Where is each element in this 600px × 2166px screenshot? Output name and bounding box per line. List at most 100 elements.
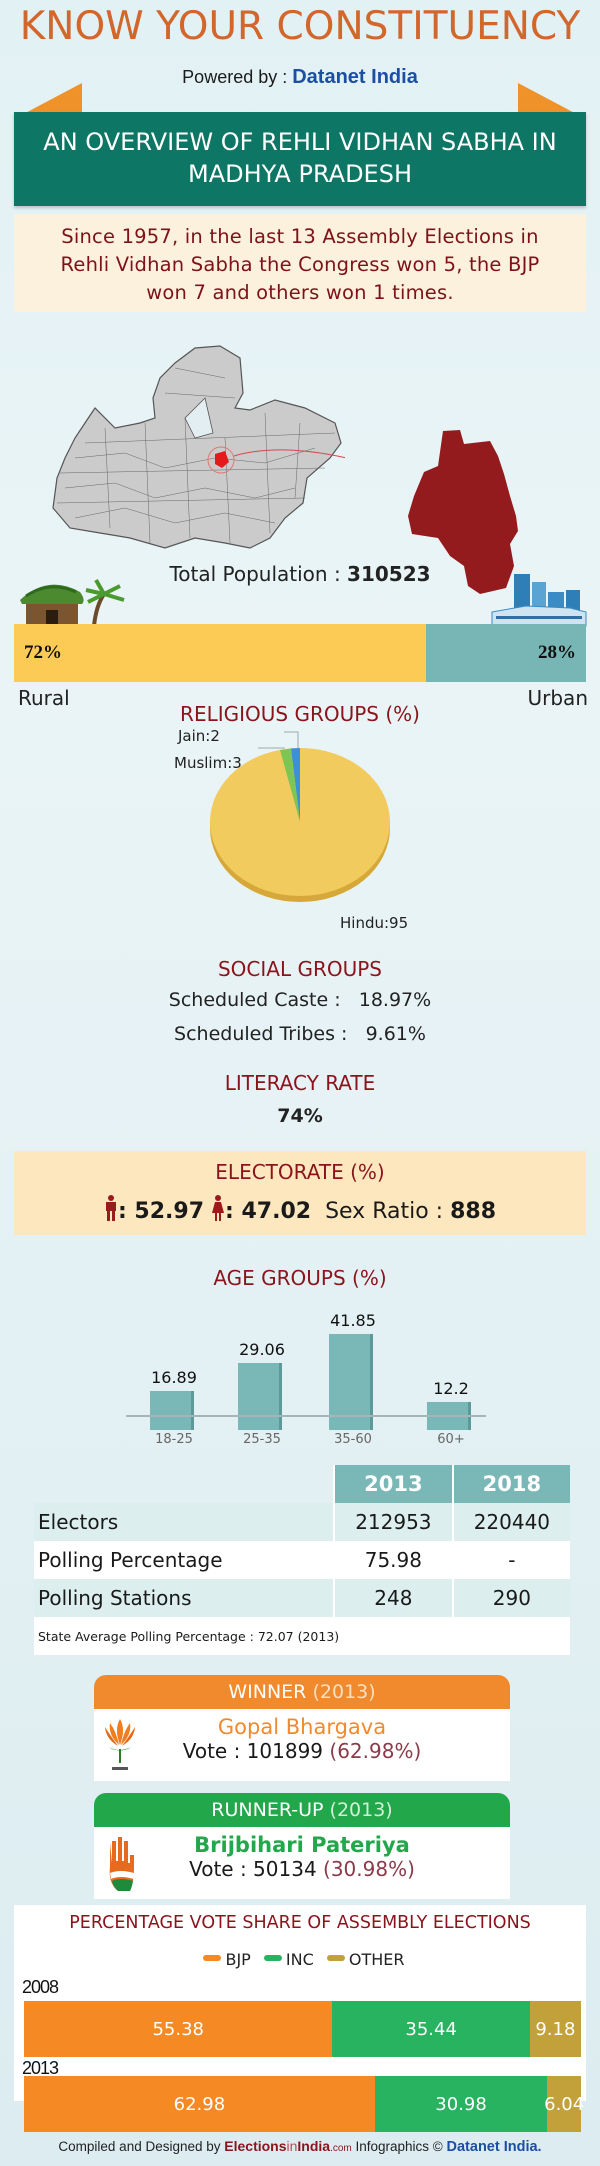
- table-row: Polling Stations 248 290: [34, 1579, 570, 1617]
- other-legend-label: OTHER: [348, 1950, 405, 1969]
- runner-up-body: Brijbihari Pateriya Vote : 50134 (30.98%…: [94, 1827, 510, 1899]
- runner-up-vote-count: Vote : 50134: [189, 1857, 324, 1881]
- age-category-label: 25-35: [243, 1432, 281, 1447]
- datanet-footer-logo: Datanet India.: [446, 2139, 542, 2155]
- age-bar-value: 41.85: [330, 1311, 376, 1330]
- row-value-2018: 290: [451, 1579, 570, 1617]
- age-title: AGE GROUPS: [213, 1266, 346, 1290]
- powered-by: Powered by : Datanet India: [0, 66, 600, 89]
- eii-part-3: India: [297, 2138, 331, 2154]
- runner-up-heading: RUNNER-UP (2013): [94, 1793, 510, 1827]
- eii-part-1: Elections: [224, 2138, 287, 2154]
- male-icon: [105, 1195, 116, 1221]
- vote-share-bar-2013: 62.98 30.98 6.04: [24, 2076, 584, 2132]
- electorate-box: [14, 1151, 586, 1235]
- rural-hut-icon: [16, 579, 126, 628]
- age-bar-chart: 16.89 29.06 41.85 12.2: [125, 1310, 485, 1430]
- religious-groups-heading: RELIGIOUS GROUPS (%): [0, 702, 600, 726]
- datanet-brand: Datanet India: [292, 66, 418, 88]
- scheduled-caste-row: Scheduled Caste : 18.97%: [0, 989, 600, 1011]
- table-row: Electors 212953 220440: [34, 1503, 570, 1541]
- winner-year: (2013): [312, 1681, 376, 1703]
- row-value-2013: 75.98: [333, 1541, 453, 1579]
- total-population: Total Population : 310523: [0, 562, 600, 586]
- row-label: Polling Stations: [34, 1579, 334, 1617]
- urban-buildings-icon: [491, 574, 587, 627]
- row-value-2013: 248: [333, 1579, 453, 1617]
- male-percent: : 52.97: [117, 1199, 205, 1224]
- bjp-segment: 55.38: [24, 2001, 333, 2057]
- rural-percent: 72%: [24, 642, 62, 663]
- winner-vote: Vote : 101899 (62.98%): [94, 1739, 510, 1763]
- urban-label: Urban: [527, 686, 589, 710]
- row-label: Polling Percentage: [34, 1541, 334, 1579]
- rural-label: Rural: [18, 686, 70, 710]
- population-value: 310523: [347, 562, 431, 586]
- electorate-title: ELECTORATE: [215, 1160, 344, 1184]
- inc-hand-icon: [109, 1837, 134, 1891]
- literacy-value: 74%: [277, 1105, 323, 1127]
- eii-part-2: in: [286, 2138, 298, 2154]
- sex-ratio-label: Sex Ratio :: [325, 1199, 451, 1224]
- age-bar: [150, 1391, 194, 1430]
- age-unit: (%): [352, 1266, 387, 1290]
- inc-segment: 30.98: [374, 2076, 548, 2132]
- age-category-label: 18-25: [155, 1432, 193, 1447]
- rural-segment: 72%: [14, 624, 426, 682]
- powered-by-label: Powered by :: [182, 67, 293, 87]
- age-bar-value: 12.2: [433, 1379, 469, 1398]
- winner-body: Gopal Bhargava Vote : 101899 (62.98%): [94, 1709, 510, 1781]
- winner-card: WINNER (2013) Gopal Bhargava Vote : 1018…: [94, 1675, 510, 1781]
- inc-legend-label: INC: [285, 1950, 314, 1969]
- vote-share-bar-2008: 55.38 35.44 9.18: [24, 2001, 581, 2057]
- row-label: Electors: [34, 1503, 334, 1541]
- row-value-2013: 212953: [333, 1503, 453, 1541]
- row-value-2018: -: [451, 1541, 570, 1579]
- runner-up-vote-percent: (30.98%): [323, 1857, 415, 1881]
- bjp-lotus-icon: [105, 1719, 135, 1770]
- electorate-values: : 52.97 : 47.02 Sex Ratio : 888: [0, 1195, 600, 1224]
- bjp-segment: 62.98: [24, 2076, 375, 2132]
- state-average-note: State Average Polling Percentage : 72.07…: [34, 1617, 570, 1655]
- electorate-unit: (%): [350, 1160, 385, 1184]
- runner-up-vote: Vote : 50134 (30.98%): [94, 1857, 510, 1881]
- social-groups-heading: SOCIAL GROUPS: [217, 957, 382, 981]
- madhya-pradesh-map: [52, 345, 345, 549]
- summary-line-1: Since 1957, in the last 13 Assembly Elec…: [61, 225, 539, 248]
- female-icon: [212, 1195, 225, 1221]
- vote-share-heading: PERCENTAGE VOTE SHARE OF ASSEMBLY ELECTI…: [69, 1913, 531, 1933]
- literacy-heading: LITERACY RATE: [224, 1071, 376, 1095]
- age-bar-value: 16.89: [151, 1368, 197, 1387]
- age-chart-axis: [126, 1415, 486, 1417]
- banner-line-2: MADHYA PRADESH: [187, 160, 412, 188]
- winner-name: Gopal Bhargava: [217, 1715, 387, 1739]
- summary-line-3: won 7 and others won 1 times.: [146, 281, 454, 304]
- population-label: Total Population :: [169, 562, 348, 586]
- sc-value: 18.97%: [358, 989, 432, 1011]
- age-bar: [329, 1334, 373, 1430]
- religious-unit: (%): [385, 702, 420, 726]
- runner-up-name: Brijbihari Pateriya: [194, 1833, 410, 1857]
- rehli-constituency-shape: [408, 430, 518, 594]
- st-label: Scheduled Tribes :: [174, 1023, 348, 1045]
- rural-urban-bar: 72% 28%: [14, 624, 586, 682]
- vote-share-legend: BJP INC OTHER: [0, 1950, 600, 1969]
- eii-part-4: .com: [330, 2143, 352, 2154]
- age-bar-value: 29.06: [239, 1340, 285, 1359]
- urban-percent: 28%: [537, 642, 576, 663]
- muslim-label: Muslim:3: [174, 754, 242, 772]
- summary-line-2: Rehli Vidhan Sabha the Congress won 5, t…: [60, 253, 540, 276]
- sex-ratio-value: 888: [450, 1199, 497, 1224]
- electorate-heading: ELECTORATE (%): [0, 1160, 600, 1184]
- runner-up-year: (2013): [329, 1799, 393, 1821]
- election-summary: Since 1957, in the last 13 Assembly Elec…: [14, 214, 586, 312]
- bjp-legend-swatch: [203, 1955, 222, 1961]
- winner-heading-text: WINNER: [228, 1681, 307, 1703]
- header-2013: 2013: [333, 1465, 453, 1503]
- year-2008-label: 2008: [22, 1977, 59, 1997]
- religious-title: RELIGIOUS GROUPS: [180, 702, 379, 726]
- runner-up-card: RUNNER-UP (2013) Brijbihari Pateriya Vot…: [94, 1793, 510, 1899]
- other-segment: 9.18: [529, 2001, 581, 2057]
- age-bar: [238, 1363, 282, 1430]
- winner-vote-count: Vote : 101899: [182, 1739, 330, 1763]
